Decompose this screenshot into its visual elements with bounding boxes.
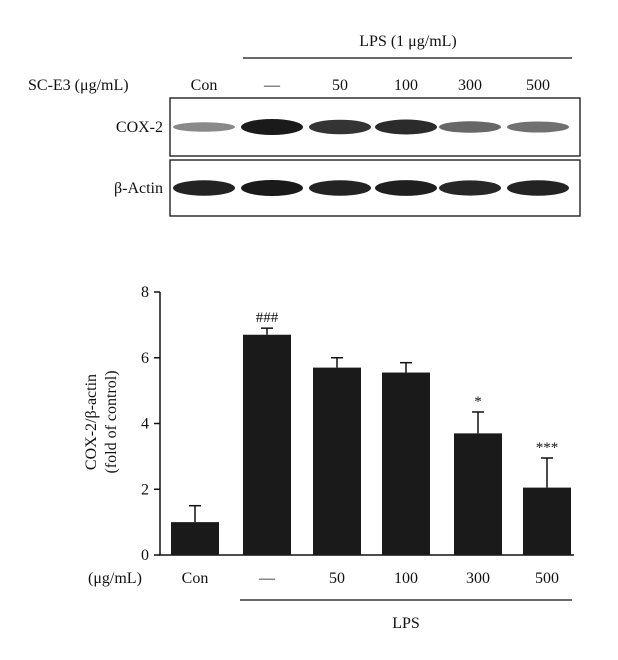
y-tick-label: 0 (141, 547, 149, 564)
y-axis (159, 292, 574, 556)
y-tick-label: 6 (141, 350, 149, 367)
bar (382, 372, 430, 555)
blot-row-label: COX-2 (116, 119, 163, 136)
y-axis-title-line2: (fold of control) (103, 370, 120, 473)
lane-label: 500 (526, 77, 550, 94)
blot-band (309, 119, 371, 135)
lps-group-label: LPS (392, 615, 420, 632)
x-tick-label: 500 (535, 570, 559, 587)
x-tick-label: Con (182, 570, 209, 587)
blot-band (241, 180, 303, 196)
x-tick-label: 100 (394, 570, 418, 587)
bar (313, 367, 361, 555)
lane-label: 300 (458, 77, 482, 94)
blot-band (375, 180, 437, 196)
y-tick-label: 4 (141, 416, 149, 433)
lps-header: LPS (1 μg/mL) (359, 33, 456, 50)
blot-band (173, 180, 235, 196)
significance-label: ### (256, 310, 279, 326)
western-blot-panel: LPS (1 μg/mL) SC-E3 (μg/mL) Con — 50 100 300… (28, 33, 581, 217)
bar (523, 487, 571, 555)
x-tick-label: 50 (329, 570, 345, 587)
bar (171, 522, 219, 555)
x-tick-label: — (258, 570, 276, 587)
treatment-label: SC-E3 (μg/mL) (28, 77, 129, 94)
x-tick-labels: Con — 50 100 300 500 (182, 570, 559, 587)
lane-label: 100 (394, 77, 418, 94)
blot-band (439, 180, 501, 196)
blot-band (241, 119, 303, 135)
y-ticks: 0 2 4 6 8 (141, 284, 160, 564)
blot-band (375, 119, 437, 135)
y-tick-label: 2 (141, 481, 149, 498)
lane-labels: Con — 50 100 300 500 (191, 77, 550, 94)
blot-rows: COX-2 β-Actin (114, 97, 581, 217)
blot-row: β-Actin (114, 159, 581, 217)
blot-row-label: β-Actin (114, 180, 163, 197)
x-tick-label: 300 (466, 570, 490, 587)
significance-label: *** (536, 440, 559, 456)
lane-label: Con (191, 77, 218, 94)
significance-label: * (474, 394, 482, 410)
y-tick-label: 8 (141, 284, 149, 301)
significance-annotations: ###**** (256, 310, 559, 456)
blot-band (309, 180, 371, 196)
blot-band (173, 122, 235, 132)
lane-label: — (263, 77, 281, 94)
y-axis-title-line1: COX-2/β-actin (83, 374, 100, 470)
lane-label: 50 (332, 77, 348, 94)
error-bars (189, 327, 553, 523)
blot-band (507, 180, 569, 196)
blot-row: COX-2 (116, 97, 581, 157)
blot-band (507, 121, 569, 133)
blot-band (439, 121, 501, 133)
bars (171, 334, 571, 555)
bar (454, 433, 502, 555)
x-unit-label: (μg/mL) (88, 570, 142, 587)
bar (243, 334, 291, 555)
